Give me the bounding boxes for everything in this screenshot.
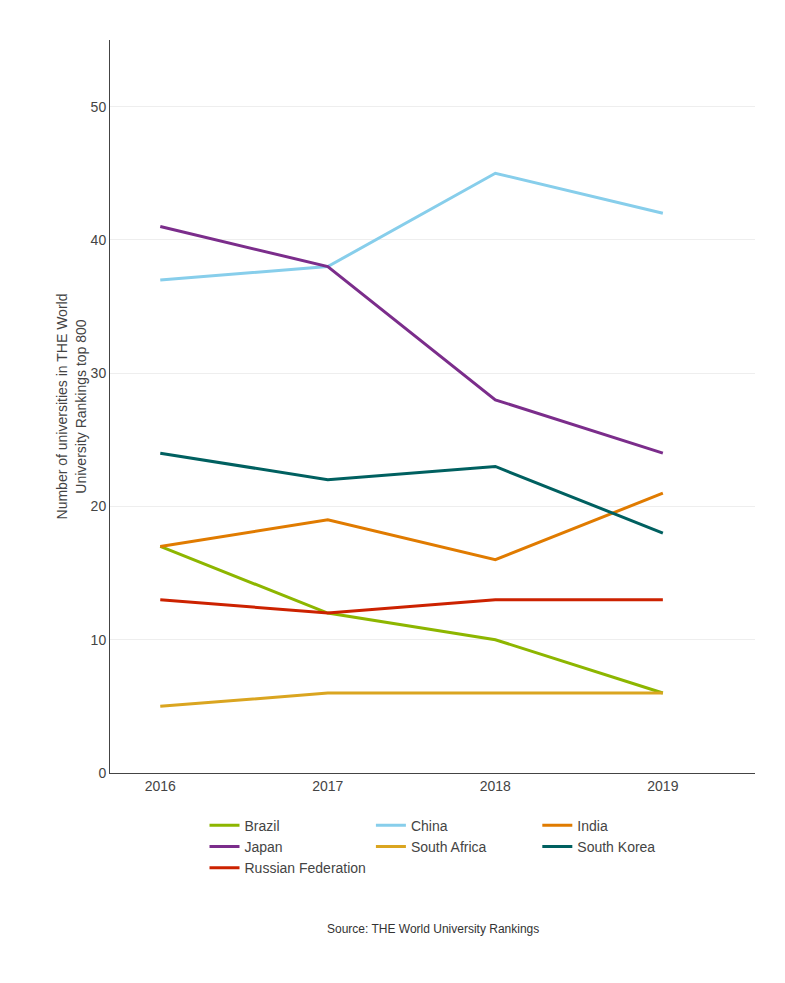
- svg-text:South Africa: South Africa: [411, 839, 487, 855]
- svg-text:2016: 2016: [145, 778, 176, 794]
- svg-text:2018: 2018: [480, 778, 511, 794]
- svg-text:2017: 2017: [312, 778, 343, 794]
- svg-text:Source: THE World University R: Source: THE World University Rankings: [327, 922, 539, 936]
- svg-text:10: 10: [91, 632, 107, 648]
- svg-text:Japan: Japan: [245, 839, 283, 855]
- svg-text:Russian Federation: Russian Federation: [245, 860, 366, 876]
- svg-text:0: 0: [98, 765, 106, 781]
- svg-text:China: China: [411, 818, 448, 834]
- svg-text:30: 30: [91, 365, 107, 381]
- svg-text:India: India: [577, 818, 608, 834]
- svg-text:Number of universities in THE: Number of universities in THE WorldUnive…: [54, 294, 88, 520]
- svg-text:South Korea: South Korea: [577, 839, 655, 855]
- svg-text:50: 50: [91, 99, 107, 115]
- svg-text:Brazil: Brazil: [245, 818, 280, 834]
- svg-text:40: 40: [91, 232, 107, 248]
- svg-text:2019: 2019: [647, 778, 678, 794]
- svg-text:20: 20: [91, 498, 107, 514]
